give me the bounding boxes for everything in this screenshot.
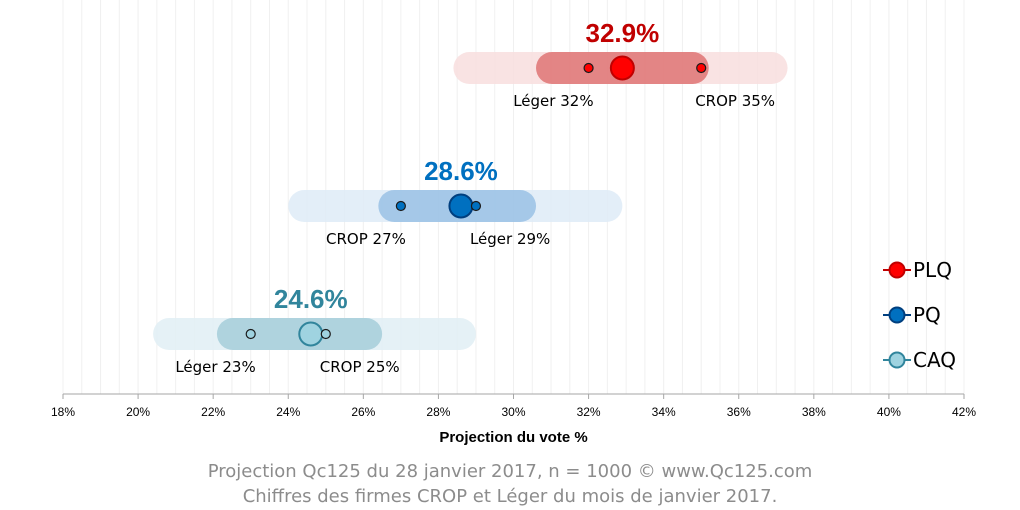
legend: PLQ PQ CAQ xyxy=(883,258,956,372)
plq-poll-label: CROP 35% xyxy=(695,92,775,110)
x-tick-label: 40% xyxy=(877,405,901,419)
x-tick-label: 34% xyxy=(652,405,676,419)
x-axis-title: Projection du vote % xyxy=(439,429,587,446)
data-labels: Léger 32% CROP 35% 32.9% CROP 27% Léger 29% 2… xyxy=(175,18,775,376)
x-tick-label: 30% xyxy=(501,405,525,419)
caq-poll-point xyxy=(320,328,331,340)
x-axis: 18% 20% 22% 24% 26% 28% 30% 32% 34% 36% 38% 40% 42% xyxy=(51,393,976,419)
x-tick-label: 28% xyxy=(426,405,450,419)
pq-legend-label: PQ xyxy=(913,303,941,327)
x-tick-label: 20% xyxy=(126,405,150,419)
x-tick-label: 42% xyxy=(952,405,976,419)
plq-legend-marker xyxy=(888,261,906,279)
x-tick-label: 24% xyxy=(276,405,300,419)
projection-chart: Léger 32% CROP 35% 32.9% CROP 27% Léger 29% 2… xyxy=(51,0,976,446)
x-tick-label: 32% xyxy=(577,405,601,419)
pq-poll-point xyxy=(470,200,482,212)
x-tick-label: 36% xyxy=(727,405,751,419)
plq-poll-label: Léger 32% xyxy=(513,92,593,110)
caq-poll-label: Léger 23% xyxy=(175,358,255,376)
caption-source: Projection Qc125 du 28 janvier 2017, n =… xyxy=(207,461,813,482)
caq-legend-marker xyxy=(888,351,906,369)
plq-legend-label: PLQ xyxy=(913,258,952,282)
data-points xyxy=(245,55,707,347)
plq-projection-label: 32.9% xyxy=(586,18,660,48)
pq-poll-label: CROP 27% xyxy=(326,230,406,248)
x-tick-label: 22% xyxy=(201,405,225,419)
pq-legend-marker xyxy=(888,306,906,324)
caq-projection-point xyxy=(298,321,324,347)
caq-projection-label: 24.6% xyxy=(274,284,348,314)
plq-poll-point xyxy=(583,62,594,74)
pq-poll-label: Léger 29% xyxy=(470,230,550,248)
pq-projection-label: 28.6% xyxy=(424,156,498,186)
plq-poll-point xyxy=(696,62,707,74)
plq-projection-point xyxy=(609,55,635,81)
caption-note: Chiffres des firmes CROP et Léger du moi… xyxy=(242,486,778,507)
x-tick-label: 18% xyxy=(51,405,75,419)
x-tick-label: 26% xyxy=(351,405,375,419)
pq-projection-point xyxy=(448,193,474,219)
caq-legend-label: CAQ xyxy=(913,348,956,372)
pq-poll-point xyxy=(395,200,406,212)
caq-poll-label: CROP 25% xyxy=(320,358,400,376)
x-tick-label: 38% xyxy=(802,405,826,419)
caq-poll-point xyxy=(245,328,256,340)
